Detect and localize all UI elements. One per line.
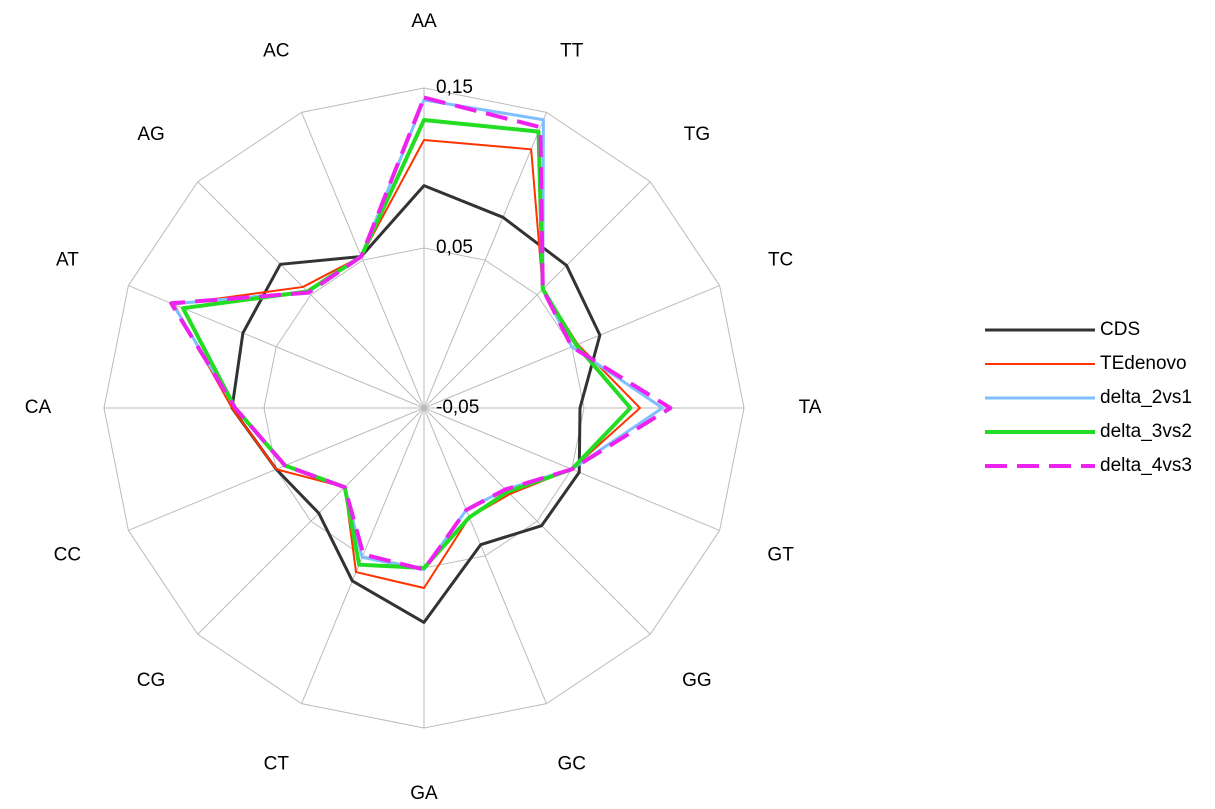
category-label: TG [684,124,710,145]
category-label: GC [557,754,586,775]
legend-label: delta_3vs2 [1100,421,1192,442]
legend-label: TEdenovo [1100,353,1187,374]
series-line [169,95,673,572]
legend-label: CDS [1100,319,1140,340]
category-label: CA [25,397,52,418]
r-tick-label: 0,05 [436,237,473,258]
series-line [173,139,641,589]
category-label: GT [767,545,794,566]
category-label: TA [799,397,822,418]
category-label: GG [682,670,712,691]
category-label: CC [54,545,81,566]
category-label: AA [411,11,437,32]
category-label: TT [560,40,584,61]
r-tick-label: 0,15 [436,77,473,98]
r-tick-label: -0,05 [436,397,479,418]
series-line [181,118,633,570]
category-label: AC [263,40,289,61]
category-label: AT [56,249,79,270]
category-label: CT [264,754,290,775]
legend-label: delta_2vs1 [1100,387,1192,408]
legend-label: delta_4vs3 [1100,455,1192,476]
category-label: TC [768,249,793,270]
series-line [230,184,602,624]
category-label: AG [137,124,164,145]
grid-ring [103,87,745,729]
category-label: GA [410,783,438,804]
category-label: CG [137,670,166,691]
